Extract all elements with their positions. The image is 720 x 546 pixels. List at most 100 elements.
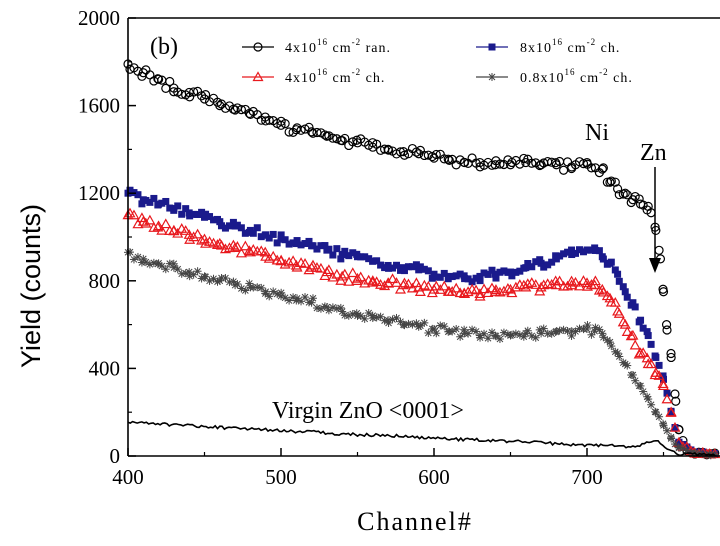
data-point-ch8 — [229, 218, 237, 226]
data-point-random — [654, 245, 664, 255]
data-point-random — [671, 396, 681, 406]
data-point-ch08 — [666, 433, 675, 442]
data-point-ch8 — [491, 270, 499, 278]
data-point-ch08 — [245, 279, 254, 288]
data-point-random — [467, 153, 477, 163]
data-point-ch8 — [576, 246, 584, 254]
data-point-ch4 — [510, 281, 522, 292]
x-tick-label: 700 — [571, 465, 603, 489]
data-point-ch8 — [273, 239, 281, 247]
data-point-random — [551, 158, 561, 168]
data-point-ch8 — [440, 269, 448, 277]
data-point-ch8 — [285, 240, 293, 248]
data-point-ch8 — [369, 257, 377, 265]
data-point-ch8 — [655, 361, 663, 369]
data-point-ch8 — [265, 234, 273, 242]
data-point-ch08 — [635, 381, 644, 390]
data-point-random — [598, 163, 608, 173]
data-point-ch08 — [384, 318, 393, 327]
legend-entry-ch08: 0.8x1016 cm-2 ch. — [476, 67, 632, 86]
data-point-ch4 — [601, 290, 613, 301]
data-point-random — [189, 87, 199, 97]
data-point-ch8 — [512, 268, 520, 276]
data-point-ch8 — [452, 272, 460, 280]
data-point-ch8 — [400, 267, 408, 275]
data-point-random — [605, 177, 615, 187]
legend-label: 4x1016 cm-2 ch. — [285, 67, 385, 86]
data-point-ch08 — [484, 334, 493, 343]
data-point-ch8 — [174, 202, 182, 210]
data-point-random — [236, 105, 246, 115]
data-point-ch4 — [661, 393, 673, 404]
data-point-ch4 — [219, 243, 231, 254]
data-point-ch08 — [193, 267, 202, 276]
data-point-ch8 — [480, 269, 488, 277]
data-point-ch8 — [233, 221, 241, 229]
data-point-ch08 — [336, 303, 345, 312]
data-point-ch8 — [623, 293, 631, 301]
data-point-ch8 — [428, 274, 436, 282]
data-point-ch8 — [544, 261, 552, 269]
data-point-random — [618, 189, 628, 199]
data-point-ch08 — [611, 347, 620, 356]
data-point-ch8 — [210, 216, 218, 224]
data-point-ch8 — [269, 230, 277, 238]
data-point-ch4 — [231, 241, 243, 251]
data-point-ch4 — [490, 284, 502, 294]
data-point-ch08 — [539, 324, 548, 333]
data-point-ch08 — [221, 274, 230, 283]
data-point-ch08 — [663, 426, 672, 435]
data-point-ch8 — [552, 252, 560, 260]
data-point-ch8 — [341, 247, 349, 255]
data-point-random — [459, 157, 469, 167]
data-point-ch8 — [329, 251, 337, 259]
data-point-ch08 — [647, 400, 656, 409]
data-point-ch4 — [215, 239, 228, 250]
data-point-ch4 — [637, 347, 649, 358]
data-point-ch08 — [659, 419, 668, 428]
data-point-ch8 — [217, 222, 225, 230]
data-point-ch8 — [631, 303, 639, 311]
data-point-ch4 — [422, 280, 434, 291]
data-point-random — [383, 145, 394, 155]
data-point-ch4 — [379, 280, 391, 291]
data-point-random — [368, 138, 378, 148]
legend-marker — [253, 42, 263, 52]
data-point-ch8 — [206, 213, 214, 221]
data-point-random — [661, 320, 672, 330]
data-point-ch4 — [140, 217, 152, 228]
data-point-ch4 — [470, 284, 482, 295]
data-point-ch4 — [569, 276, 582, 287]
data-point-random — [165, 76, 175, 87]
data-point-ch4 — [331, 268, 343, 279]
data-point-ch8 — [663, 389, 671, 397]
data-point-ch8 — [158, 199, 166, 207]
data-point-random — [245, 109, 255, 119]
data-point-ch08 — [356, 311, 365, 320]
data-point-ch8 — [464, 275, 472, 283]
legend-label: 8x1016 cm-2 ch. — [520, 37, 620, 56]
annotation-virgin: Virgin ZnO <0001> — [272, 398, 464, 424]
data-point-ch8 — [353, 250, 361, 258]
data-point-ch8 — [587, 246, 595, 254]
data-point-ch8 — [432, 273, 440, 281]
data-point-ch4 — [283, 256, 295, 267]
legend-marker — [252, 71, 264, 82]
annotation-zn: Zn — [640, 140, 667, 166]
data-point-ch08 — [643, 392, 652, 401]
data-point-ch08 — [523, 326, 532, 335]
data-point-ch8 — [297, 241, 305, 249]
data-point-random — [399, 150, 410, 160]
data-point-ch4 — [458, 287, 470, 298]
data-point-ch08 — [639, 387, 648, 396]
data-point-ch08 — [495, 335, 504, 344]
data-point-ch8 — [536, 256, 544, 264]
data-point-ch08 — [308, 294, 317, 303]
data-point-random — [519, 153, 529, 164]
legend-label: 4x1016 cm-2 ran. — [285, 37, 391, 56]
data-point-ch08 — [352, 309, 361, 318]
data-point-ch08 — [519, 332, 528, 341]
data-point-ch8 — [619, 283, 627, 291]
data-point-ch4 — [530, 279, 542, 289]
data-point-random — [612, 184, 623, 194]
